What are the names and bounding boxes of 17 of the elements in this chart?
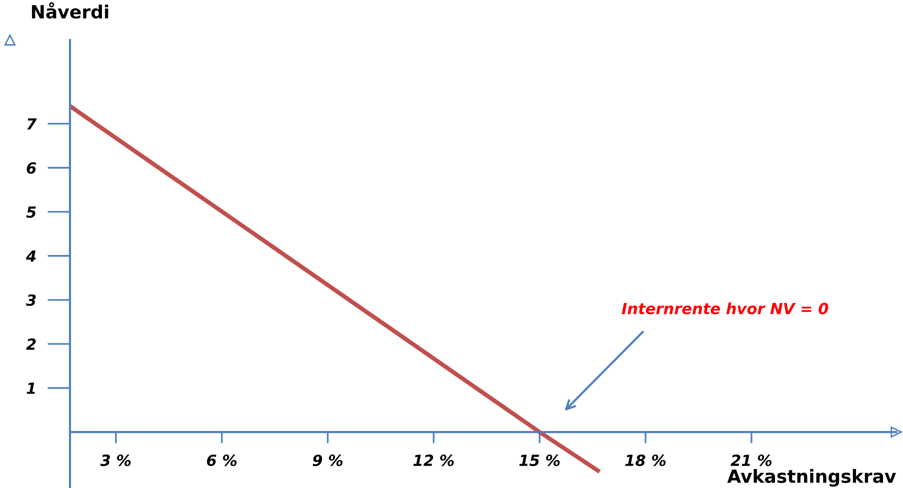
x-tick-label: 3 % bbox=[100, 454, 131, 466]
x-axis-title: Avkastningskrav bbox=[727, 469, 896, 487]
y-tick-label: 1 bbox=[26, 382, 35, 394]
x-tick-label: 12 % bbox=[413, 454, 454, 466]
x-tick-label: 6 % bbox=[206, 454, 237, 466]
x-tick-label: 15 % bbox=[519, 454, 560, 466]
y-tick-label: 3 bbox=[26, 294, 36, 306]
annotation: Internrente hvor NV = 0 bbox=[622, 302, 828, 314]
y-tick-label: 2 bbox=[26, 338, 36, 350]
y-tick-label: 4 bbox=[26, 250, 36, 262]
x-tick-label: 9 % bbox=[312, 454, 343, 466]
y-tick-label: 7 bbox=[27, 118, 37, 130]
x-tick-label: 18 % bbox=[625, 454, 666, 466]
y-axis-title: Nåverdi bbox=[32, 2, 108, 19]
x-tick-label: 21 % bbox=[730, 454, 772, 466]
y-tick-label: 5 bbox=[26, 206, 36, 218]
y-tick-label: 6 bbox=[26, 162, 36, 174]
